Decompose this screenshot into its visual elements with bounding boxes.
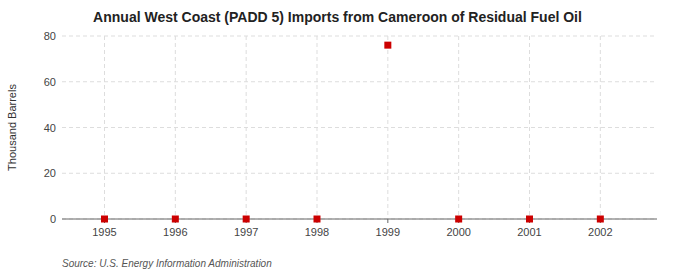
x-tick-label: 1995 xyxy=(92,226,116,238)
point xyxy=(455,216,462,223)
point xyxy=(314,216,321,223)
x-tick-label: 1996 xyxy=(163,226,187,238)
grid-line xyxy=(529,36,530,219)
point xyxy=(101,216,108,223)
point xyxy=(172,216,179,223)
y-axis-label: Thousand Barrels xyxy=(6,84,18,171)
point xyxy=(597,216,604,223)
points xyxy=(101,42,604,223)
grid-line xyxy=(62,173,657,174)
grid-line xyxy=(62,36,657,37)
point xyxy=(526,216,533,223)
x-axis-line xyxy=(62,219,657,220)
grid-line xyxy=(175,36,176,219)
grid-line xyxy=(62,81,657,82)
title: Annual West Coast (PADD 5) Imports from … xyxy=(93,9,582,25)
grid-line xyxy=(104,36,105,219)
grid-line xyxy=(62,127,657,128)
source-note: Source: U.S. Energy Information Administ… xyxy=(62,258,272,269)
grid xyxy=(62,36,657,219)
x-tick-label: 2000 xyxy=(446,226,470,238)
point xyxy=(384,42,391,49)
y-tick-label: 40 xyxy=(44,122,56,134)
x-tick-label: 1998 xyxy=(305,226,329,238)
grid-line xyxy=(458,36,459,219)
grid-line xyxy=(317,36,318,219)
x-tick xyxy=(387,219,388,223)
x-tick-label: 2001 xyxy=(517,226,541,238)
y-tick-label: 20 xyxy=(44,167,56,179)
x-tick-label: 2002 xyxy=(588,226,612,238)
x-tick-label: 1999 xyxy=(376,226,400,238)
point xyxy=(243,216,250,223)
grid-line xyxy=(387,36,388,219)
grid-line xyxy=(246,36,247,219)
chart-container: Annual West Coast (PADD 5) Imports from … xyxy=(0,0,675,275)
y-tick-label: 60 xyxy=(44,76,56,88)
grid-line xyxy=(62,219,657,220)
y-tick-label: 0 xyxy=(50,213,56,225)
y-tick-label: 80 xyxy=(44,30,56,42)
chart-svg: Annual West Coast (PADD 5) Imports from … xyxy=(0,0,675,275)
grid-line xyxy=(600,36,601,219)
x-tick-label: 1997 xyxy=(234,226,258,238)
